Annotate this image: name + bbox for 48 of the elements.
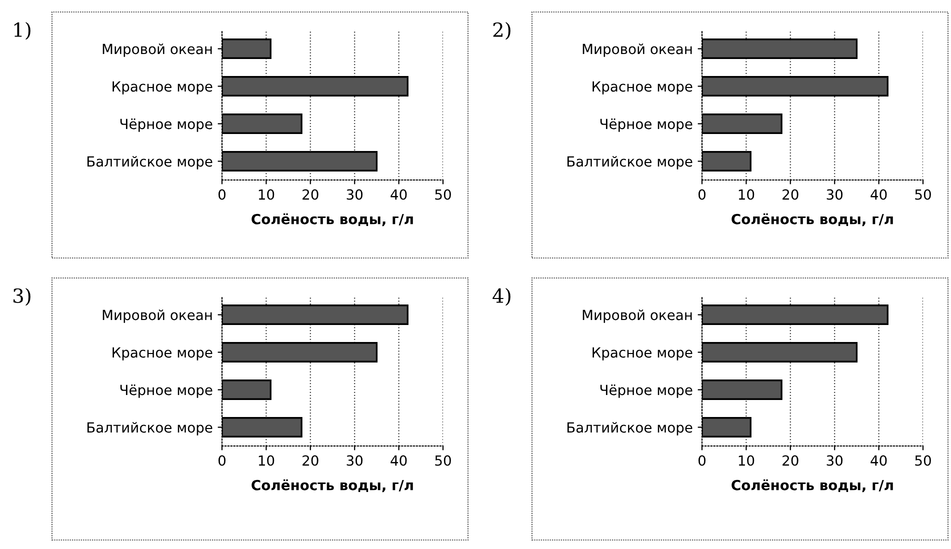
x-axis-title: Солёность воды, г/л [252,213,413,226]
y-tick-label: Балтийское море [567,422,692,436]
y-tick-label: Балтийское море [87,422,212,436]
x-tick-label: 10 [258,189,274,200]
y-tick-label: Мировой океан [582,44,692,57]
y-tick-label: Чёрное море [120,384,212,398]
x-tick-label: 30 [826,189,843,200]
y-tick-label: Красное море [592,81,692,94]
x-axis-title: Солёность воды, г/л [732,479,893,492]
text: 3) [13,288,30,306]
x-tick-label: 30 [826,455,843,466]
x-tick-label: 10 [738,189,754,200]
y-tick-label: Мировой океан [582,310,692,323]
y-tick-label: Мировой океан [102,44,212,57]
y-tick-label: Балтийское море [87,156,212,170]
text: 4) [492,288,510,306]
y-tick-label: Чёрное море [120,118,212,132]
text: 2) [493,22,510,40]
x-tick-label: 30 [346,455,363,466]
y-tick-label: Красное море [112,347,212,360]
x-tick-label: 50 [915,189,931,200]
x-tick-label: 0 [698,189,706,200]
y-tick-label: Мировой океан [102,310,212,323]
x-tick-label: 50 [915,455,931,466]
x-tick-label: 40 [390,455,407,466]
x-tick-label: 40 [390,189,407,200]
x-tick-label: 40 [870,455,887,466]
x-tick-label: 10 [738,455,754,466]
x-axis-title: Солёность воды, г/л [252,479,413,492]
y-tick-label: Чёрное море [600,384,692,398]
x-tick-label: 20 [302,189,318,200]
x-tick-label: 0 [218,455,226,466]
y-tick-label: Чёрное море [600,118,692,132]
x-tick-label: 10 [258,455,274,466]
x-axis-title: Солёность воды, г/л [732,213,893,226]
x-tick-label: 40 [870,189,887,200]
x-tick-label: 20 [782,189,798,200]
x-tick-label: 30 [346,189,363,200]
x-tick-label: 50 [435,189,451,200]
x-tick-label: 0 [698,455,706,466]
text: 1) [14,22,30,40]
y-tick-label: Красное море [112,81,212,94]
y-tick-label: Красное море [592,347,692,360]
y-tick-label: Балтийское море [567,156,692,170]
x-tick-label: 20 [302,455,318,466]
x-tick-label: 20 [782,455,798,466]
x-tick-label: 50 [435,455,451,466]
x-tick-label: 0 [218,189,226,200]
